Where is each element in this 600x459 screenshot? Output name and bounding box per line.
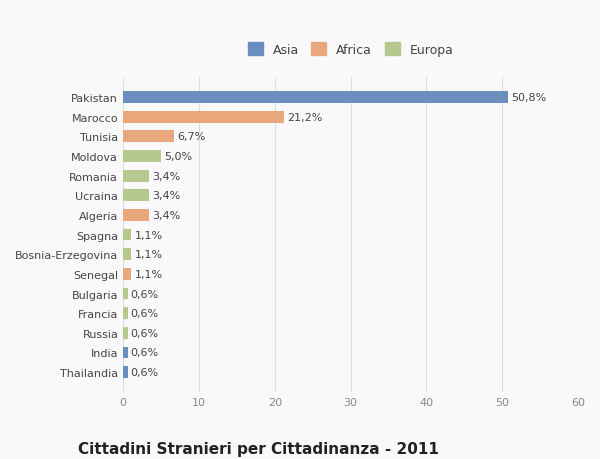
Text: 21,2%: 21,2%: [287, 112, 322, 123]
Text: 3,4%: 3,4%: [152, 211, 180, 220]
Text: 50,8%: 50,8%: [511, 93, 547, 103]
Bar: [123, 151, 161, 162]
Bar: [123, 170, 149, 182]
Text: 0,6%: 0,6%: [131, 289, 159, 299]
Bar: [123, 210, 149, 221]
Text: 1,1%: 1,1%: [134, 230, 163, 240]
Bar: [123, 190, 149, 202]
Bar: [123, 269, 131, 280]
Text: 0,6%: 0,6%: [131, 328, 159, 338]
Text: 1,1%: 1,1%: [134, 269, 163, 279]
Bar: [123, 347, 128, 358]
Bar: [123, 366, 128, 378]
Bar: [123, 112, 284, 123]
Bar: [123, 249, 131, 261]
Legend: Asia, Africa, Europa: Asia, Africa, Europa: [248, 43, 454, 56]
Text: 0,6%: 0,6%: [131, 348, 159, 358]
Text: 0,6%: 0,6%: [131, 308, 159, 319]
Text: 6,7%: 6,7%: [177, 132, 205, 142]
Text: 5,0%: 5,0%: [164, 151, 192, 162]
Bar: [123, 229, 131, 241]
Text: 3,4%: 3,4%: [152, 171, 180, 181]
Bar: [123, 327, 128, 339]
Text: Cittadini Stranieri per Cittadinanza - 2011: Cittadini Stranieri per Cittadinanza - 2…: [78, 441, 439, 456]
Text: 1,1%: 1,1%: [134, 250, 163, 260]
Text: 0,6%: 0,6%: [131, 367, 159, 377]
Bar: [123, 131, 174, 143]
Bar: [123, 308, 128, 319]
Bar: [123, 288, 128, 300]
Text: 3,4%: 3,4%: [152, 191, 180, 201]
Bar: [123, 92, 508, 104]
